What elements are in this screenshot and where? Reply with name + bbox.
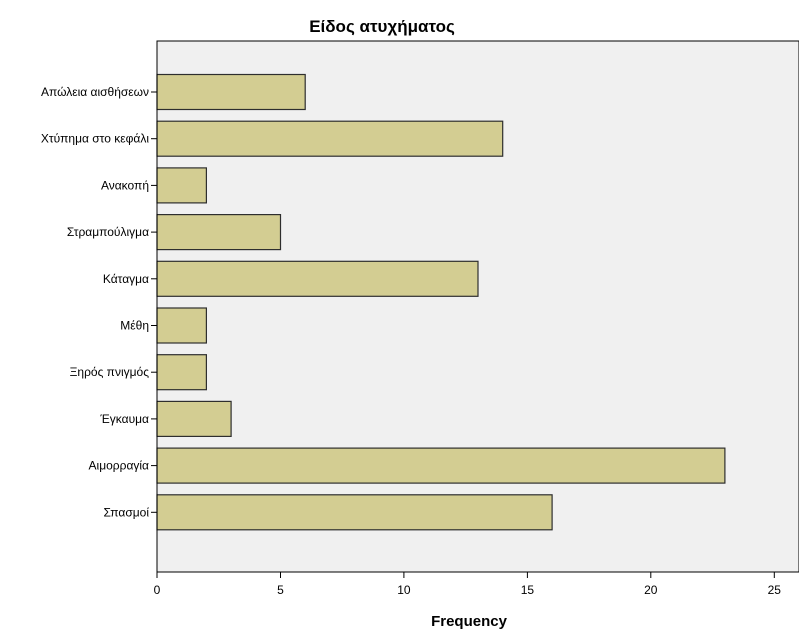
category-label: Μέθη xyxy=(120,319,149,333)
category-label: Απώλεια αισθήσεων xyxy=(41,85,149,99)
category-label: Στραμπούλιγμα xyxy=(67,225,149,239)
chart-title: Είδος ατυχήματος xyxy=(309,17,455,36)
bar xyxy=(156,167,208,204)
value-tick-label: 10 xyxy=(397,583,411,597)
bar xyxy=(156,400,232,437)
value-tick-label: 0 xyxy=(154,583,161,597)
bar xyxy=(156,354,208,391)
bars xyxy=(156,73,726,531)
bar xyxy=(156,447,726,484)
value-axis: 0 5 10 15 20 25 xyxy=(154,571,799,597)
category-label: Έγκαυμα xyxy=(99,412,149,426)
value-tick-label: 25 xyxy=(768,583,782,597)
category-label: Αιμορραγία xyxy=(89,459,150,473)
bar xyxy=(156,214,282,251)
category-label: Ανακοπή xyxy=(101,178,149,192)
category-label: Σπασμοί xyxy=(103,505,149,519)
category-label: Κάταγμα xyxy=(103,272,149,286)
bar xyxy=(156,73,306,111)
bar xyxy=(156,307,208,344)
category-axis: Απώλεια αισθήσεων Χτύπημα στο κεφάλι Ανακο… xyxy=(41,41,158,572)
value-tick-label: 20 xyxy=(644,583,658,597)
bar xyxy=(156,120,504,157)
category-label: Χτύπημα στο κεφάλι xyxy=(41,132,149,146)
bar xyxy=(156,494,553,531)
category-label: Ξηρός πνιγμός xyxy=(70,365,150,379)
x-axis-title: Frequency xyxy=(431,613,508,630)
value-tick-label: 5 xyxy=(277,583,284,597)
value-tick-label: 15 xyxy=(521,583,535,597)
bar xyxy=(156,260,479,297)
